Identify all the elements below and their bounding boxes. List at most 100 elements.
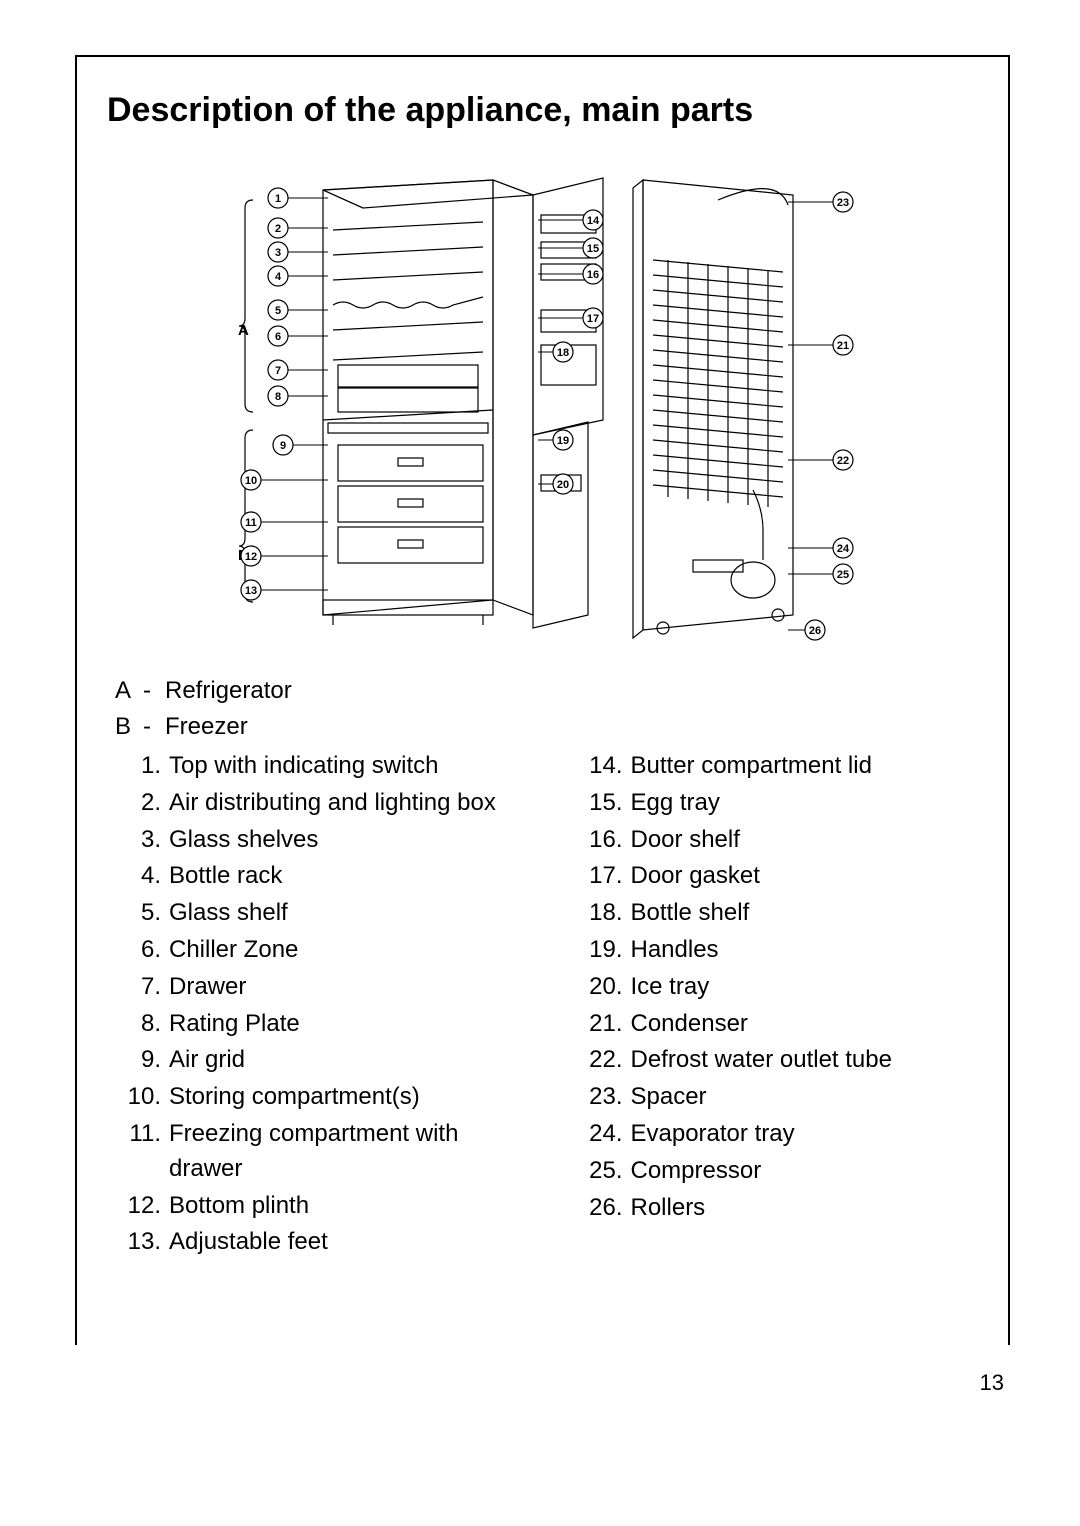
svg-text:7: 7 xyxy=(274,365,280,377)
legend-item-number: 26. xyxy=(577,1191,631,1226)
callout-3: 3 xyxy=(268,242,328,262)
legend-item-number: 22. xyxy=(577,1043,631,1078)
callout-6: 6 xyxy=(268,326,328,346)
legend-section-letter: B xyxy=(115,713,143,741)
callout-5: 5 xyxy=(268,300,328,320)
legend-section-label: Refrigerator xyxy=(165,677,292,705)
callout-8: 8 xyxy=(268,386,328,406)
legend-item-text: Top with indicating switch xyxy=(169,749,517,784)
callout-14: 14 xyxy=(538,210,603,230)
svg-text:3: 3 xyxy=(274,247,280,259)
legend-item-23: 23.Spacer xyxy=(577,1080,979,1115)
legend-item-text: Rollers xyxy=(631,1191,979,1226)
legend-item-number: 17. xyxy=(577,859,631,894)
legend-item-text: Door gasket xyxy=(631,859,979,894)
legend-item-text: Compressor xyxy=(631,1154,979,1189)
legend-item-text: Rating Plate xyxy=(169,1007,517,1042)
callout-15: 15 xyxy=(538,238,603,258)
svg-text:2: 2 xyxy=(274,223,280,235)
legend-item-number: 13. xyxy=(115,1225,169,1260)
callout-layer: 1234567891011121314151617181920232122242… xyxy=(241,188,853,640)
appliance-diagram: A B 123456789101112131415161718192023212… xyxy=(193,160,893,655)
svg-text:1: 1 xyxy=(274,193,280,205)
legend-item-text: Ice tray xyxy=(631,970,979,1005)
legend: A - Refrigerator B - Freezer 1.Top with … xyxy=(107,677,978,1262)
legend-item-number: 8. xyxy=(115,1007,169,1042)
legend-item-number: 10. xyxy=(115,1080,169,1115)
svg-text:19: 19 xyxy=(556,435,568,447)
legend-column-left: 1.Top with indicating switch2.Air distri… xyxy=(115,749,517,1262)
callout-17: 17 xyxy=(538,308,603,328)
legend-item-number: 21. xyxy=(577,1007,631,1042)
legend-item-17: 17.Door gasket xyxy=(577,859,979,894)
svg-text:17: 17 xyxy=(586,313,598,325)
callout-1: 1 xyxy=(268,188,328,208)
svg-text:14: 14 xyxy=(586,215,599,227)
legend-item-text: Bottle shelf xyxy=(631,896,979,931)
front-unit xyxy=(323,178,603,628)
legend-item-number: 5. xyxy=(115,896,169,931)
callout-4: 4 xyxy=(268,266,328,286)
legend-item-19: 19.Handles xyxy=(577,933,979,968)
legend-item-text: Chiller Zone xyxy=(169,933,517,968)
svg-text:8: 8 xyxy=(274,391,280,403)
callout-11: 11 xyxy=(241,512,328,532)
legend-item-text: Adjustable feet xyxy=(169,1225,517,1260)
legend-item-number: 18. xyxy=(577,896,631,931)
svg-text:10: 10 xyxy=(244,475,256,487)
legend-item-7: 7.Drawer xyxy=(115,970,517,1005)
callout-16: 16 xyxy=(538,264,603,284)
legend-item-text: Butter compartment lid xyxy=(631,749,979,784)
legend-item-text: Door shelf xyxy=(631,823,979,858)
legend-item-number: 24. xyxy=(577,1117,631,1152)
legend-item-number: 14. xyxy=(577,749,631,784)
legend-item-number: 25. xyxy=(577,1154,631,1189)
callout-12: 12 xyxy=(241,546,328,566)
svg-text:21: 21 xyxy=(836,340,848,352)
legend-item-text: Storing compartment(s) xyxy=(169,1080,517,1115)
svg-text:5: 5 xyxy=(274,305,280,317)
legend-item-text: Air distributing and lighting box xyxy=(169,786,517,821)
callout-25: 25 xyxy=(788,564,853,584)
legend-item-number: 15. xyxy=(577,786,631,821)
legend-section-letter: A xyxy=(115,677,143,705)
legend-item-1: 1.Top with indicating switch xyxy=(115,749,517,784)
legend-item-8: 8.Rating Plate xyxy=(115,1007,517,1042)
legend-item-text: Freezing compartment with drawer xyxy=(169,1117,517,1187)
legend-item-25: 25.Compressor xyxy=(577,1154,979,1189)
legend-item-20: 20.Ice tray xyxy=(577,970,979,1005)
legend-item-13: 13.Adjustable feet xyxy=(115,1225,517,1260)
svg-text:23: 23 xyxy=(836,197,848,209)
legend-item-text: Condenser xyxy=(631,1007,979,1042)
legend-item-6: 6.Chiller Zone xyxy=(115,933,517,968)
svg-text:13: 13 xyxy=(244,585,256,597)
callout-23: 23 xyxy=(788,192,853,212)
legend-item-number: 3. xyxy=(115,823,169,858)
legend-item-number: 12. xyxy=(115,1189,169,1224)
legend-item-number: 2. xyxy=(115,786,169,821)
legend-item-number: 23. xyxy=(577,1080,631,1115)
dash: - xyxy=(143,713,165,741)
legend-item-number: 6. xyxy=(115,933,169,968)
page-frame: Description of the appliance, main parts xyxy=(75,55,1010,1345)
legend-item-3: 3.Glass shelves xyxy=(115,823,517,858)
legend-section-label: Freezer xyxy=(165,713,248,741)
legend-item-2: 2.Air distributing and lighting box xyxy=(115,786,517,821)
legend-item-text: Glass shelves xyxy=(169,823,517,858)
svg-text:25: 25 xyxy=(836,569,848,581)
svg-text:12: 12 xyxy=(244,551,256,563)
legend-item-12: 12.Bottom plinth xyxy=(115,1189,517,1224)
legend-item-number: 9. xyxy=(115,1043,169,1078)
legend-item-9: 9.Air grid xyxy=(115,1043,517,1078)
legend-item-number: 16. xyxy=(577,823,631,858)
svg-text:15: 15 xyxy=(586,243,598,255)
dash: - xyxy=(143,677,165,705)
callout-7: 7 xyxy=(268,360,328,380)
legend-item-26: 26.Rollers xyxy=(577,1191,979,1226)
legend-column-right: 14.Butter compartment lid15.Egg tray16.D… xyxy=(577,749,979,1262)
rear-unit xyxy=(633,180,793,638)
legend-item-22: 22.Defrost water outlet tube xyxy=(577,1043,979,1078)
legend-item-text: Spacer xyxy=(631,1080,979,1115)
legend-item-number: 7. xyxy=(115,970,169,1005)
page-title: Description of the appliance, main parts xyxy=(107,91,978,130)
